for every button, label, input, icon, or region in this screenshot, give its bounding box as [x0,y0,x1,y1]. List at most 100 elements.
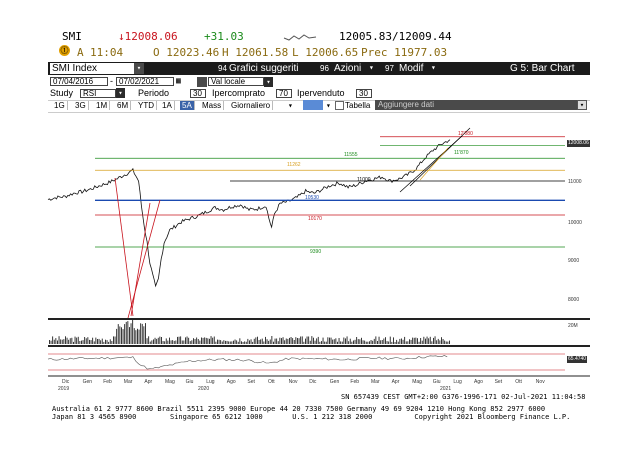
menu-azioni[interactable]: Azioni [334,63,362,74]
volume-bar [135,330,137,344]
volume-bar [185,337,186,344]
volume-bar [113,336,114,344]
volume-bar [84,337,86,344]
tab-giornaliero[interactable]: Giornaliero [229,101,274,110]
volume-bar [141,323,143,344]
tab-mass[interactable]: Mass [200,101,225,110]
volume-bar [111,341,113,344]
security-field[interactable]: SMI Index [50,63,134,74]
tab-giornaliero-dropdown-icon[interactable]: ▾ [288,101,293,110]
volume-bar [93,341,95,344]
menu-grafici[interactable]: Grafici suggeriti [229,63,299,74]
support-resistance-levels [95,136,565,248]
volume-bar [73,341,74,344]
volume-bar [101,338,103,344]
volume-bar [407,341,409,344]
study-select[interactable]: RSI [80,89,116,98]
calendar-icon[interactable]: ▦ [176,76,181,85]
volume-bar [50,340,52,344]
year-label-2019: 2019 [58,386,70,392]
volume-bar [239,338,241,344]
previous-close: Prec 11977.03 [361,46,448,59]
volume-bar [300,336,302,344]
menu-num-1: 94 [218,64,227,73]
volume-bar [434,336,436,344]
volume-bar [311,336,313,344]
volume-bar [417,338,418,344]
volume-bar [148,336,150,344]
volume-bar [220,340,222,344]
alert-icon[interactable]: ⓵ [59,45,70,56]
tab-1m[interactable]: 1M [94,101,111,110]
options-dropdown-icon[interactable]: ▾ [577,100,587,110]
volume-bar [258,340,260,344]
volume-bar [273,341,274,344]
study-label: Study [50,88,74,98]
volume-bar [221,341,223,344]
volume-bar [297,338,298,344]
period-input[interactable]: 30 [190,89,206,98]
table-checkbox[interactable] [335,101,344,110]
volume-bar [442,339,444,344]
chart-style-dropdown-icon[interactable]: ▾ [326,101,331,110]
x-tick-label: Nov [288,379,298,385]
volume-bar [255,337,257,344]
volume-bar [167,340,169,344]
study-dropdown-icon[interactable]: ▾ [116,88,125,98]
level-label-12080: 12'080 [458,131,473,137]
table-label[interactable]: Tabella [345,101,371,110]
tab-1a[interactable]: 1A [160,101,175,110]
modif-dropdown-icon[interactable]: ▾ [431,63,436,72]
x-tick-label: Lug [206,379,215,385]
volume-bar [218,339,220,344]
volume-bar [194,339,196,344]
volume-bar [285,338,287,344]
x-tick-label: Giu [432,379,441,385]
volume-bar [401,338,402,344]
currency-select[interactable]: Val locale [208,77,264,86]
x-tick-label: Dic [62,379,70,385]
volume-bar [370,340,372,344]
volume-bar [436,340,438,344]
currency-dropdown-icon[interactable]: ▾ [264,77,273,87]
volume-bar [236,340,238,344]
price-plot-area [47,139,451,288]
tab-6m[interactable]: 6M [115,101,132,110]
volume-bar [449,340,450,344]
end-date-field[interactable]: 07/02/2021 [116,77,174,86]
overbought-input[interactable]: 70 [276,89,292,98]
volume-bar [253,338,255,344]
tab-3g[interactable]: 3G [73,101,89,110]
year-label-2020: 2020 [198,386,210,392]
tab-ytd[interactable]: YTD [136,101,157,110]
volume-bar [301,336,303,344]
open-price: O 12023.46 [153,46,220,59]
azioni-dropdown-icon[interactable]: ▾ [369,63,374,72]
security-dropdown-icon[interactable]: ▾ [134,63,144,74]
volume-bar [364,340,366,344]
volume-bar [431,341,433,344]
volume-bar [58,336,60,344]
volume-bar [181,340,183,344]
volume-bar [418,341,420,344]
quote-time: 11:04 [90,46,124,59]
rsi-value-flag: 65.4740 [567,356,588,363]
volume-bar [100,340,102,344]
oversold-input[interactable]: 30 [356,89,372,98]
volume-bar [394,342,396,344]
tab-1g[interactable]: 1G [52,101,68,110]
overbought-label: Ipercomprato [212,88,266,98]
volume-bar [399,338,401,344]
volume-bar [209,338,210,344]
volume-bar [173,340,175,344]
chart-style-icon[interactable] [303,100,323,110]
menu-modif[interactable]: Modif [399,63,424,74]
trend-lines [114,127,471,319]
x-tick-label: Ott [268,379,275,385]
tab-5a[interactable]: 5A [180,101,195,110]
volume-bar [309,340,311,344]
volume-bar [415,337,417,344]
start-date-field[interactable]: 07/04/2016 [50,77,108,86]
add-data-input[interactable]: Aggiungere dati [375,100,585,110]
